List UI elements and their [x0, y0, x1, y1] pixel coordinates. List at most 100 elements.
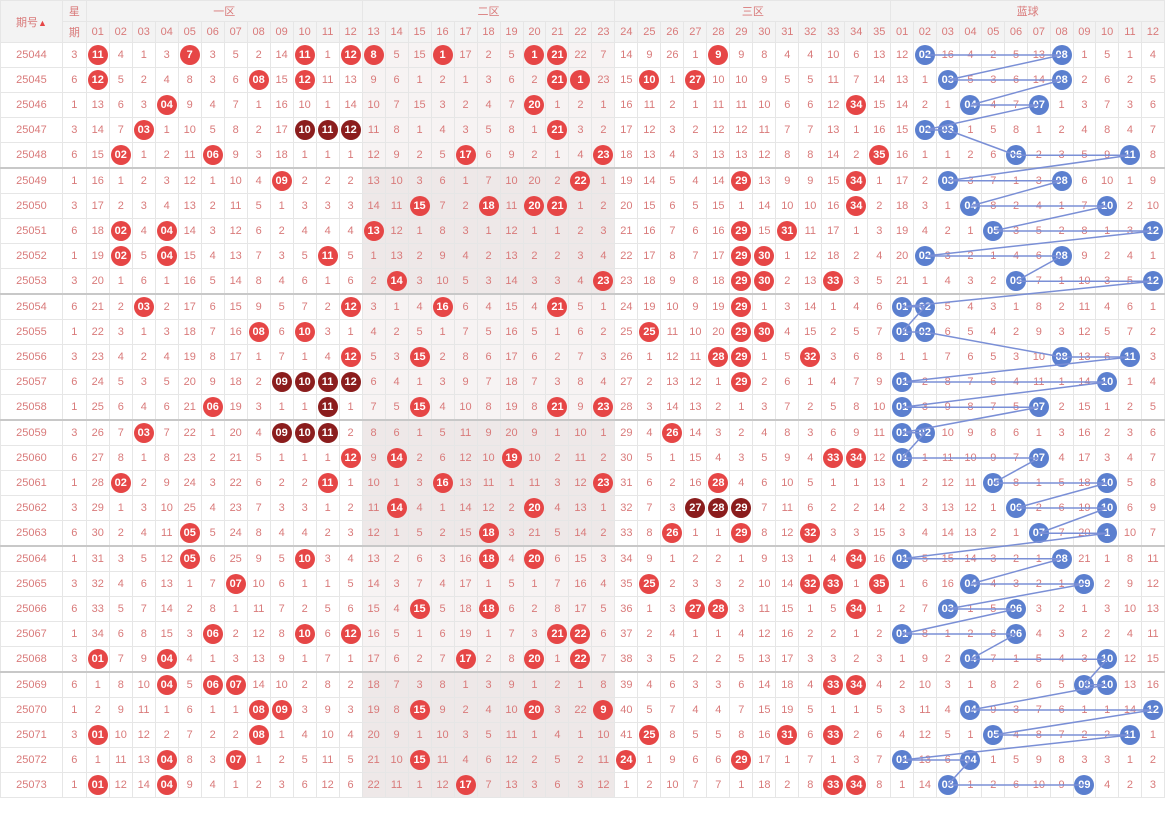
week-cell: 1	[61, 394, 87, 421]
red-miss-cell: 12	[867, 445, 892, 471]
red-hit-cell: 04	[154, 92, 179, 118]
red-miss-cell: 8	[775, 419, 800, 446]
red-miss-cell: 13	[499, 243, 524, 269]
red-miss-cell: 1	[729, 545, 754, 572]
red-miss-cell: 3	[407, 671, 432, 698]
red-miss-cell: 2	[844, 243, 869, 269]
red-miss-cell: 18	[752, 772, 777, 798]
red-miss-cell: 1	[545, 142, 570, 169]
red-miss-cell: 3	[131, 495, 156, 521]
red-ball: 29	[731, 750, 752, 770]
red-hit-cell: 17	[453, 646, 478, 673]
red-ball: 04	[156, 95, 177, 115]
red-miss-cell: 3	[545, 369, 570, 395]
blue-miss-cell: 3	[1026, 167, 1051, 194]
blue-miss-cell: 1	[913, 142, 937, 169]
issue-cell: 25059	[0, 419, 63, 446]
red-miss-cell: 13	[798, 268, 823, 295]
red-miss-cell: 3	[246, 394, 271, 421]
red-miss-cell: 34	[85, 621, 110, 647]
red-miss-cell: 28	[614, 394, 639, 421]
red-miss-cell: 5	[798, 67, 823, 93]
red-ball: 01	[87, 649, 108, 669]
red-miss-cell: 14	[614, 42, 639, 68]
red-ball: 29	[731, 498, 752, 518]
red-ball: 10	[639, 70, 660, 90]
red-miss-cell: 1	[591, 92, 616, 118]
red-miss-cell: 14	[131, 772, 156, 798]
blue-number-header: 08	[1049, 21, 1074, 43]
red-miss-cell: 4	[729, 621, 754, 647]
blue-miss-cell: 3	[958, 167, 983, 194]
red-miss-cell: 6	[246, 218, 271, 244]
red-miss-cell: 22	[568, 42, 593, 68]
red-hit-cell: 12	[338, 445, 363, 471]
red-miss-cell: 13	[867, 470, 892, 496]
red-miss-cell: 16	[683, 470, 708, 496]
issue-header[interactable]: 期号▲	[0, 0, 63, 43]
red-miss-cell: 1	[545, 319, 570, 345]
red-miss-cell: 18	[499, 369, 524, 395]
sort-icon[interactable]: ▲	[37, 17, 47, 28]
red-miss-cell: 4	[453, 243, 478, 269]
red-miss-cell: 1	[131, 445, 156, 471]
red-miss-cell: 21	[522, 520, 547, 547]
red-miss-cell: 9	[384, 722, 409, 748]
blue-miss-cell: 2	[981, 520, 1006, 547]
red-miss-cell: 12	[660, 344, 685, 370]
issue-cell: 25070	[0, 697, 63, 723]
issue-cell: 25073	[0, 772, 63, 798]
red-miss-cell: 7	[246, 243, 271, 269]
red-ball: 28	[708, 347, 729, 367]
red-ball: 33	[823, 574, 844, 594]
table-row: 25058 1 25 6 4 6 21 06 19 3 1 1 11 1 7 5 15 4 10 8 19 8 21 9 23 2…	[0, 394, 1165, 421]
blue-miss-cell: 1	[1049, 268, 1074, 295]
red-miss-cell: 6	[292, 772, 317, 798]
blue-miss-cell: 3	[1118, 419, 1142, 446]
week-cell: 6	[61, 67, 87, 93]
red-miss-cell: 5	[660, 167, 685, 194]
red-miss-cell: 3	[706, 419, 731, 446]
blue-miss-cell: 5	[1095, 319, 1120, 345]
red-miss-cell: 16	[775, 621, 800, 647]
red-miss-cell: 34	[614, 545, 639, 572]
red-hit-cell: 32	[798, 571, 823, 597]
red-miss-cell: 4	[798, 445, 823, 471]
red-hit-cell: 20	[522, 495, 547, 521]
red-miss-cell: 8	[591, 671, 616, 698]
red-miss-cell: 6	[798, 495, 823, 521]
red-miss-cell: 9	[660, 747, 685, 773]
red-ball: 29	[731, 523, 752, 543]
blue-hit-cell: 04	[958, 747, 983, 773]
red-ball: 33	[823, 675, 844, 695]
red-hit-cell: 11	[292, 42, 317, 68]
blue-hit-cell: 02	[913, 117, 937, 143]
red-miss-cell: 4	[177, 646, 202, 673]
red-miss-cell: 6	[476, 747, 501, 773]
blue-miss-cell: 6	[1004, 772, 1028, 798]
blue-miss-cell: 2	[890, 495, 915, 521]
red-miss-cell: 11	[752, 596, 777, 622]
red-miss-cell: 4	[430, 394, 455, 421]
blue-miss-cell: 2	[1049, 218, 1074, 244]
red-miss-cell: 16	[177, 268, 202, 295]
red-miss-cell: 15	[752, 218, 777, 244]
red-ball: 31	[777, 221, 798, 241]
red-hit-cell: 03	[131, 419, 156, 446]
red-miss-cell: 6	[821, 419, 846, 446]
red-miss-cell: 2	[591, 117, 616, 143]
red-miss-cell: 4	[775, 42, 800, 68]
red-miss-cell: 4	[384, 369, 409, 395]
red-miss-cell: 9	[798, 167, 823, 194]
red-miss-cell: 9	[177, 92, 202, 118]
red-miss-cell: 3	[223, 646, 248, 673]
red-miss-cell: 3	[315, 319, 340, 345]
red-miss-cell: 3	[821, 520, 846, 547]
red-miss-cell: 20	[223, 419, 248, 446]
red-miss-cell: 3	[292, 697, 317, 723]
red-miss-cell: 1	[844, 571, 869, 597]
red-miss-cell: 6	[660, 671, 685, 698]
red-miss-cell: 2	[384, 319, 409, 345]
red-miss-cell: 6	[775, 369, 800, 395]
red-miss-cell: 4	[637, 671, 662, 698]
